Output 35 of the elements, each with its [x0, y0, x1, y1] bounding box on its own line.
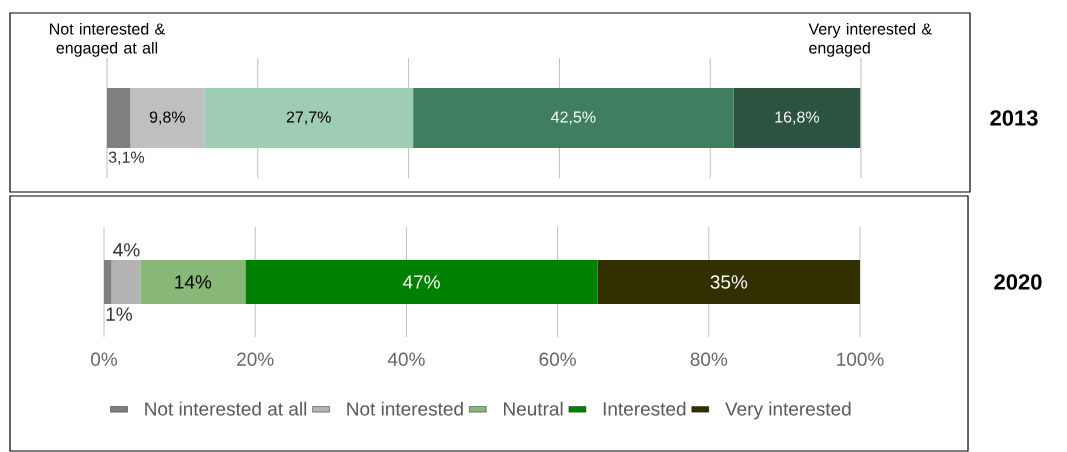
legend-label: Not interested [347, 401, 463, 416]
bar [140, 260, 246, 304]
bar [245, 260, 598, 304]
data-label: 14% [175, 275, 212, 289]
legend-label: Neutral [504, 401, 563, 416]
text: Not interested & engaged at all [50, 22, 165, 57]
data-label: 47% [402, 275, 440, 289]
bar [104, 260, 112, 304]
x-tick-label: 0% [91, 352, 118, 366]
x-tick-label: 20% [237, 352, 274, 366]
legend-label: Very interested [725, 401, 851, 420]
data-label: 35% [710, 275, 748, 289]
bar [107, 88, 131, 148]
legend-label: Not interested at all [145, 401, 307, 416]
data-label: 42,5% [551, 111, 596, 125]
bar [130, 88, 205, 148]
y-tick-label: 2013 [990, 110, 1038, 126]
data-label: 27,7% [286, 111, 331, 125]
x-tick-label: 60% [539, 352, 576, 366]
data-label: 1% [106, 307, 132, 321]
y-tick-label: 2020 [994, 274, 1042, 290]
data-label: 16,8% [775, 111, 820, 125]
x-tick-label: 40% [387, 352, 425, 366]
bar [733, 88, 861, 148]
bar [413, 88, 734, 148]
x-tick-label: 80% [690, 352, 728, 366]
data-label: 4% [113, 243, 140, 257]
bar [111, 260, 141, 304]
legend-label: Interested [603, 401, 686, 416]
bar [204, 88, 414, 148]
bar [597, 260, 861, 304]
x-tick-label: 100% [837, 352, 884, 366]
data-label: 3,1% [108, 151, 145, 165]
data-label: 9,8% [149, 111, 185, 125]
text: Very interested & engaged [808, 22, 932, 57]
